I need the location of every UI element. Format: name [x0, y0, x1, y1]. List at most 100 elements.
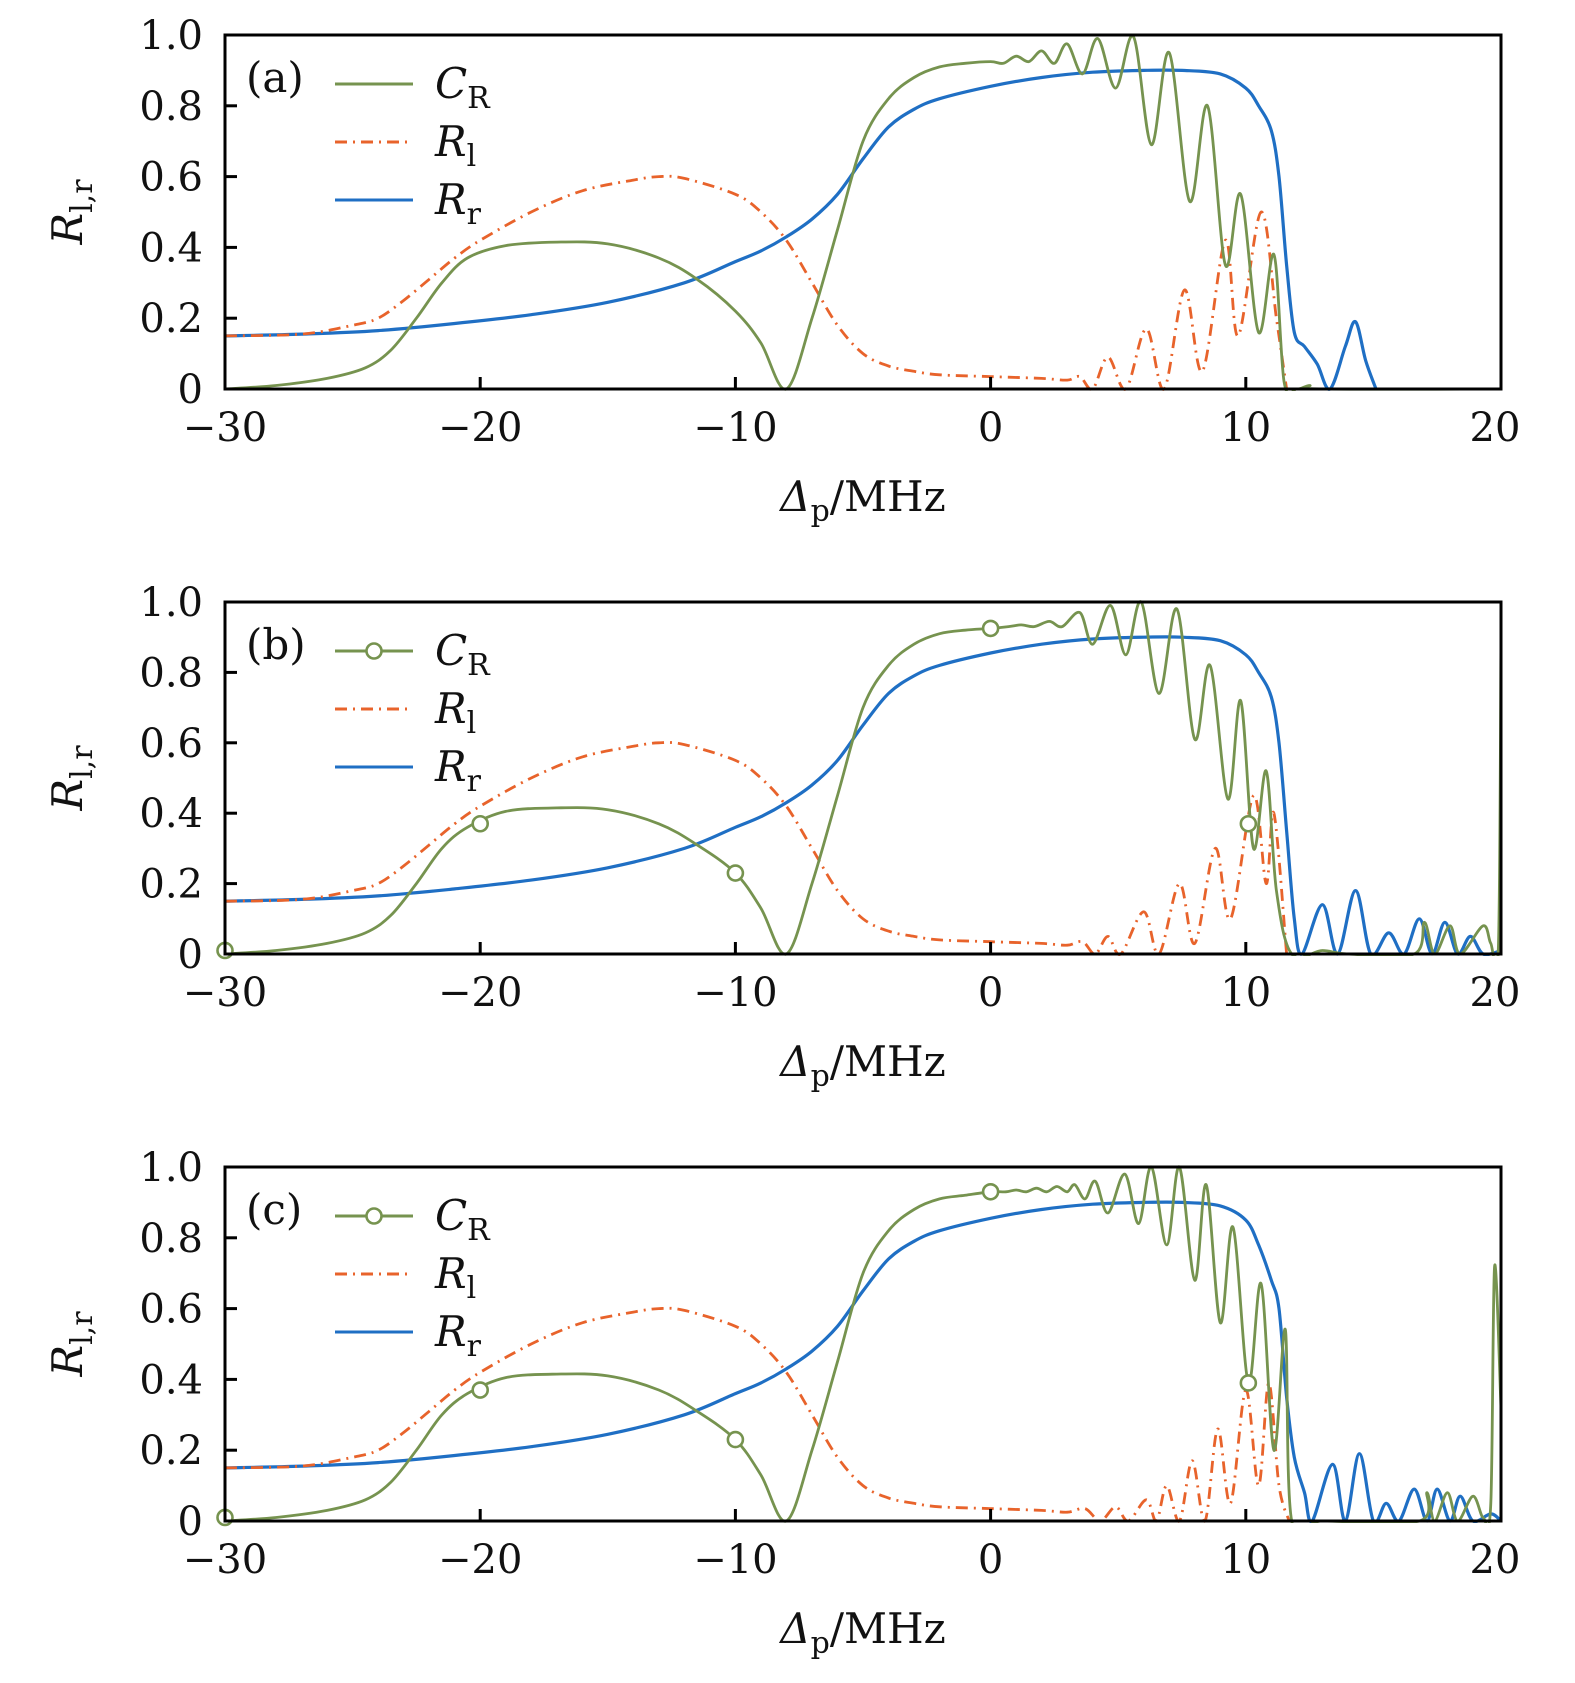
- legend-sub: r: [467, 764, 482, 799]
- cr-marker: [726, 1430, 745, 1449]
- x-label-symbol: Δ: [778, 472, 810, 521]
- legend-label-r-l: Rl: [434, 684, 476, 741]
- legend-marker: [365, 1207, 383, 1225]
- cr-marker: [1239, 1374, 1258, 1392]
- x-axis-label: Δp/MHz: [778, 1037, 945, 1094]
- x-tick-label: −30: [183, 970, 267, 1016]
- legend-symbol: R: [434, 175, 467, 224]
- legend-symbol: R: [434, 1249, 467, 1298]
- y-tick-label: 0.4: [139, 225, 203, 271]
- cr-marker: [471, 1381, 490, 1399]
- y-tick-label: 0: [178, 932, 203, 978]
- y-label-sub: l,r: [65, 179, 100, 213]
- y-label-symbol: R: [43, 1345, 92, 1378]
- x-label-symbol: Δ: [778, 1604, 810, 1653]
- series-group: [225, 600, 1501, 956]
- x-label-sub: p: [811, 1059, 830, 1094]
- legend-label-r-l: Rl: [434, 1249, 476, 1306]
- y-tick-label: 0.6: [139, 1287, 203, 1333]
- legend-sub: l: [467, 1271, 477, 1306]
- x-tick-label: 20: [1470, 1537, 1521, 1583]
- legend-sub: l: [467, 139, 477, 174]
- x-tick-label: −20: [438, 1537, 522, 1583]
- legend-label-r-r: Rr: [434, 742, 482, 799]
- series-line-c-r: [225, 34, 1501, 391]
- x-tick-label: 0: [978, 970, 1003, 1016]
- y-tick-label: 0.8: [139, 1216, 203, 1262]
- cr-marker: [471, 814, 490, 833]
- legend-symbol: R: [434, 117, 467, 166]
- legend-label-c-r: CR: [435, 59, 491, 116]
- x-tick-label: 0: [978, 405, 1003, 451]
- x-tick-label: 10: [1220, 970, 1271, 1016]
- legend-label-c-r: CR: [435, 1191, 491, 1248]
- panel-label: (b): [246, 620, 306, 669]
- y-tick-label: 0: [178, 1499, 203, 1545]
- x-label-unit: /MHz: [830, 1037, 946, 1086]
- cr-marker: [1239, 814, 1258, 833]
- panel-b: −30 −20 −10 0 10 20 0 0.2 0.4 0.6 0.8 1.0 Δp/MHz Rl,r…: [43, 580, 1520, 1094]
- x-tick-label: 10: [1220, 405, 1271, 451]
- x-axis-label: Δp/MHz: [778, 1604, 945, 1661]
- x-tick-label: 20: [1470, 970, 1521, 1016]
- legend-sub: R: [467, 648, 491, 683]
- panel-a: −30 −20 −10 0 10 20 0 0.2 0.4 0.6 0.8 1.0 Δp/MHz Rl,r…: [43, 13, 1520, 529]
- y-axis-label: Rl,r: [43, 1311, 100, 1378]
- legend-symbol: C: [435, 626, 467, 675]
- y-label-sub: l,r: [65, 1311, 100, 1345]
- cr-marker: [726, 864, 745, 882]
- legend-marker: [365, 642, 383, 660]
- panel-c: −30 −20 −10 0 10 20 0 0.2 0.4 0.6 0.8 1.0 Δp/MHz Rl,r…: [43, 1145, 1520, 1661]
- x-tick-label: 10: [1220, 1537, 1271, 1583]
- series-group: [225, 1165, 1501, 1523]
- x-label-sub: p: [811, 494, 830, 529]
- legend-symbol: R: [434, 742, 467, 791]
- series-line-r-r: [225, 1200, 1501, 1523]
- x-tick-label: 0: [978, 1537, 1003, 1583]
- series-line-r-r: [225, 68, 1378, 391]
- legend-symbol: R: [434, 1307, 467, 1356]
- x-tick-label: −10: [693, 1537, 777, 1583]
- panel-label: (c): [246, 1185, 302, 1234]
- plot-frame: [223, 600, 1503, 956]
- legend-sub: r: [467, 1329, 482, 1364]
- legend-symbol: C: [435, 1191, 467, 1240]
- panel-label: (a): [246, 53, 304, 102]
- y-tick-label: 0.8: [139, 84, 203, 130]
- x-label-unit: /MHz: [830, 1604, 946, 1653]
- series-line-c-r: [225, 1165, 1501, 1523]
- y-label-sub: l,r: [65, 745, 100, 779]
- x-label-symbol: Δ: [778, 1037, 810, 1086]
- cr-marker: [981, 1182, 1000, 1201]
- x-tick-label: −30: [183, 405, 267, 451]
- series-line-r-r: [225, 635, 1501, 956]
- legend-sub: R: [467, 81, 491, 116]
- y-tick-label: 0.2: [139, 862, 203, 908]
- x-tick-label: 20: [1470, 405, 1521, 451]
- x-tick-label: −10: [693, 405, 777, 451]
- y-axis-label: Rl,r: [43, 745, 100, 812]
- legend-label-r-l: Rl: [434, 117, 476, 174]
- legend-symbol: R: [434, 684, 467, 733]
- y-tick-label: 0.6: [139, 721, 203, 767]
- legend-symbol: C: [435, 59, 467, 108]
- x-tick-label: −20: [438, 405, 522, 451]
- series-line-r-l: [225, 174, 1288, 391]
- y-tick-label: 0: [178, 367, 203, 413]
- y-tick-label: 0.4: [139, 1357, 203, 1403]
- legend-sub: r: [467, 197, 482, 232]
- series-line-c-r: [225, 600, 1501, 956]
- x-label-unit: /MHz: [830, 472, 946, 521]
- x-label-sub: p: [811, 1626, 830, 1661]
- legend-label-r-r: Rr: [434, 175, 482, 232]
- y-tick-label: 0.4: [139, 791, 203, 837]
- legend-label-c-r: CR: [435, 626, 491, 683]
- y-tick-label: 1.0: [139, 13, 203, 59]
- y-tick-label: 0.8: [139, 650, 203, 696]
- x-tick-label: −20: [438, 970, 522, 1016]
- plot-frame: [223, 33, 1503, 391]
